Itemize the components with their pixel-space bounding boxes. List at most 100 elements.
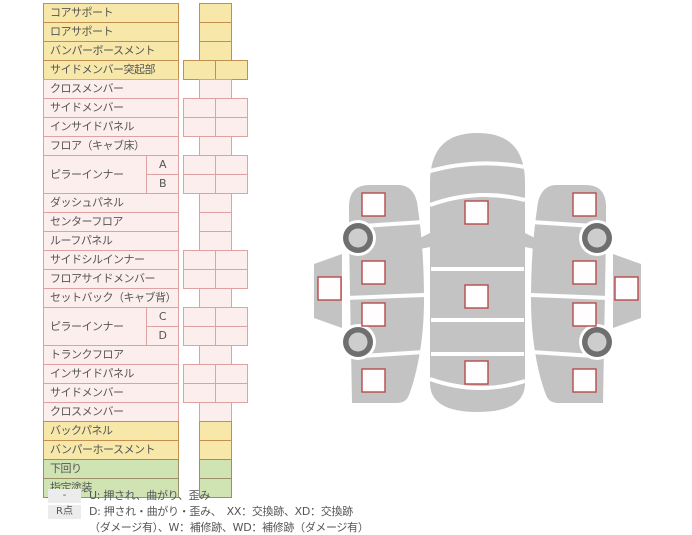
damage-cell[interactable]	[215, 60, 248, 80]
part-row-label: サイドメンバー	[43, 98, 179, 118]
damage-cell[interactable]	[215, 174, 248, 194]
damage-cell[interactable]	[183, 269, 216, 289]
diagram-checkbox-right-front-fender[interactable]	[572, 192, 597, 217]
diagram-checkbox-right-rear-fender[interactable]	[572, 368, 597, 393]
right-rear-wheel-icon	[579, 324, 615, 360]
left-front-wheel-icon	[340, 220, 376, 256]
part-row-label: サイドメンバー突起部	[43, 60, 179, 80]
diagram-checkbox-left-sill[interactable]	[317, 276, 342, 301]
legend: - U: 押され、曲がり、歪み R点 D: 押され・曲がり・歪み、 XX：交換跡…	[48, 489, 369, 535]
diagram-checkbox-top-trunk[interactable]	[464, 360, 489, 385]
damage-cell[interactable]	[215, 98, 248, 118]
part-row-label: インサイドパネル	[43, 364, 179, 384]
part-row-label: バンパーボースメント	[43, 41, 179, 61]
diagram-checkbox-right-sill[interactable]	[614, 276, 639, 301]
damage-cell[interactable]	[215, 364, 248, 384]
diagram-checkbox-left-front-fender[interactable]	[361, 192, 386, 217]
damage-cell[interactable]	[199, 79, 232, 99]
diagram-checkbox-left-rear-fender[interactable]	[361, 368, 386, 393]
part-row-label: ダッシュパネル	[43, 193, 179, 213]
damage-cell[interactable]	[199, 22, 232, 42]
legend-text: （ダメージ有）、W：補修跡、WD：補修跡（ダメージ有）	[89, 521, 369, 534]
damage-cell[interactable]	[183, 364, 216, 384]
legend-row: R点 D: 押され・曲がり・歪み、 XX：交換跡、XD：交換跡	[48, 505, 369, 519]
damage-cell[interactable]	[183, 250, 216, 270]
left-mirror-icon	[420, 233, 430, 249]
legend-symbol-rten: R点	[48, 505, 81, 519]
part-row-label: サイドシルインナー	[43, 250, 179, 270]
right-mirror-icon	[525, 233, 535, 249]
damage-cell[interactable]	[215, 250, 248, 270]
part-row-label: ピラーインナー	[43, 155, 147, 194]
diagram-checkbox-top-hood[interactable]	[464, 200, 489, 225]
pillar-sub-label: C	[146, 307, 179, 327]
pillar-sub-label: D	[146, 326, 179, 346]
damage-cell[interactable]	[183, 174, 216, 194]
legend-text: U: 押され、曲がり、歪み	[89, 489, 211, 502]
car-top-view	[420, 133, 535, 412]
diagram-checkbox-left-front-door[interactable]	[361, 260, 386, 285]
part-row-label: セットバック（キャブ背）	[43, 288, 179, 308]
damage-cell[interactable]	[183, 60, 216, 80]
damage-cell[interactable]	[215, 383, 248, 403]
damage-cell[interactable]	[199, 440, 232, 460]
damage-cell[interactable]	[183, 98, 216, 118]
part-row-label: トランクフロア	[43, 345, 179, 365]
damage-cell[interactable]	[199, 231, 232, 251]
legend-text: D: 押され・曲がり・歪み、 XX：交換跡、XD：交換跡	[89, 505, 353, 518]
damage-cell[interactable]	[215, 155, 248, 175]
part-row-label: ロアサポート	[43, 22, 179, 42]
damage-cell[interactable]	[199, 421, 232, 441]
damage-cell[interactable]	[199, 193, 232, 213]
car-right-side-view	[530, 185, 641, 403]
damage-cell[interactable]	[215, 117, 248, 137]
part-row-label: センターフロア	[43, 212, 179, 232]
damage-cell[interactable]	[215, 307, 248, 327]
legend-row: （ダメージ有）、W：補修跡、WD：補修跡（ダメージ有）	[48, 521, 369, 535]
pillar-sub-label: A	[146, 155, 179, 175]
damage-cell[interactable]	[199, 3, 232, 23]
part-row-label: コアサポート	[43, 3, 179, 23]
damage-cell[interactable]	[183, 117, 216, 137]
damage-cell[interactable]	[183, 307, 216, 327]
damage-cell[interactable]	[199, 136, 232, 156]
damage-cell[interactable]	[199, 402, 232, 422]
damage-cell[interactable]	[199, 459, 232, 479]
damage-cell[interactable]	[199, 41, 232, 61]
legend-symbol-spacer	[48, 521, 81, 535]
part-row-label: 下回り	[43, 459, 179, 479]
part-row-label: サイドメンバー	[43, 383, 179, 403]
part-row-label: バックパネル	[43, 421, 179, 441]
part-row-label: バンパーホースメント	[43, 440, 179, 460]
damage-cell[interactable]	[215, 269, 248, 289]
damage-cell[interactable]	[183, 326, 216, 346]
legend-row: - U: 押され、曲がり、歪み	[48, 489, 369, 503]
damage-cell[interactable]	[183, 383, 216, 403]
diagram-checkbox-right-front-door[interactable]	[572, 260, 597, 285]
diagram-checkbox-top-roof[interactable]	[464, 284, 489, 309]
part-row-label: ピラーインナー	[43, 307, 147, 346]
pillar-sub-label: B	[146, 174, 179, 194]
diagram-checkbox-right-rear-door[interactable]	[572, 302, 597, 327]
car-left-side-view	[314, 185, 425, 403]
diagram-checkbox-left-rear-door[interactable]	[361, 302, 386, 327]
part-row-label: フロアサイドメンバー	[43, 269, 179, 289]
part-row-label: クロスメンバー	[43, 79, 179, 99]
part-row-label: クロスメンバー	[43, 402, 179, 422]
part-row-label: インサイドパネル	[43, 117, 179, 137]
damage-cell[interactable]	[199, 345, 232, 365]
damage-cell[interactable]	[199, 212, 232, 232]
damage-cell[interactable]	[215, 326, 248, 346]
damage-cell[interactable]	[199, 478, 232, 498]
damage-cell[interactable]	[183, 155, 216, 175]
car-diagram	[314, 133, 641, 412]
car-top-body	[430, 133, 525, 412]
part-row-label: フロア（キャブ床）	[43, 136, 179, 156]
damage-cell[interactable]	[199, 288, 232, 308]
legend-symbol-dash: -	[48, 489, 81, 503]
right-front-wheel-icon	[579, 220, 615, 256]
left-rear-wheel-icon	[340, 324, 376, 360]
part-row-label: ルーフパネル	[43, 231, 179, 251]
checkpoints	[317, 192, 639, 393]
